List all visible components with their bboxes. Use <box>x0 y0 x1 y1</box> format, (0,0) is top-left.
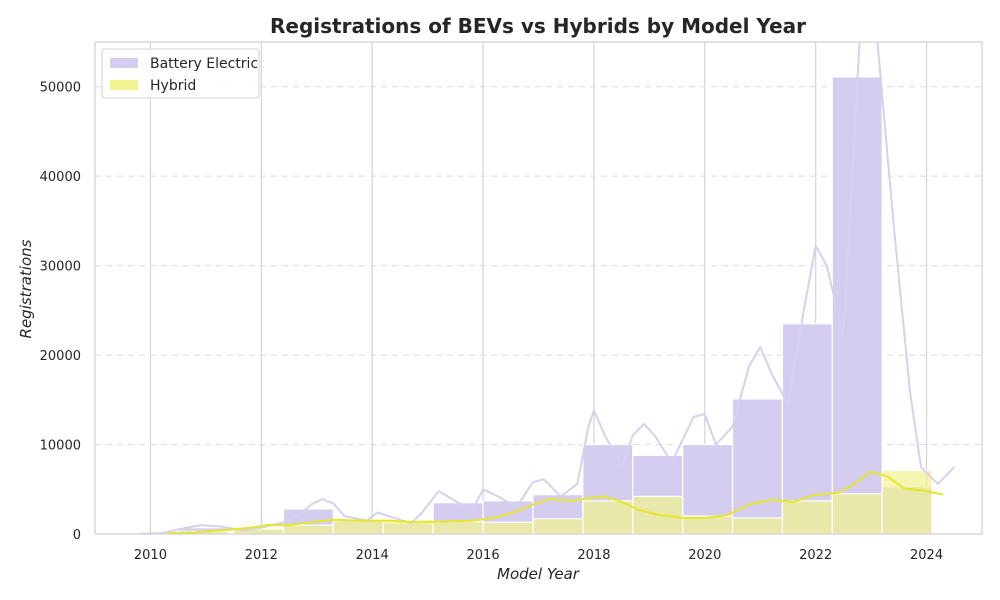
axes: 2010 2012 2014 2016 2018 2020 2022 2024 0 10000 20… <box>40 41 983 563</box>
y-axis-label: Registrations <box>17 239 35 338</box>
legend-box <box>101 48 260 99</box>
bar-hybrid <box>781 500 833 534</box>
plot-frame <box>94 41 983 535</box>
chart-title: Registrations of BEVs vs Hybrids by Mode… <box>270 14 806 38</box>
y-tick-label: 0 <box>73 528 81 543</box>
x-axis-label: Model Year <box>497 565 580 583</box>
y-tick-label: 20000 <box>40 349 81 364</box>
x-tick-label: 2018 <box>577 548 610 563</box>
legend-swatch-hybrid <box>110 80 138 90</box>
bar-hybrid <box>831 493 883 534</box>
kde-lines <box>139 42 956 534</box>
kde-line-hybrid <box>167 470 944 534</box>
kde-line-battery-electric <box>139 42 956 534</box>
bar-hybrid <box>582 500 634 534</box>
x-tick-label: 2020 <box>688 548 721 563</box>
x-tick-label: 2024 <box>910 548 943 563</box>
bar-battery-electric <box>731 398 784 534</box>
x-tick-label: 2010 <box>134 548 167 563</box>
x-tick-label: 2012 <box>245 548 278 563</box>
y-tick-label: 10000 <box>40 439 81 454</box>
legend-label-battery-electric: Battery Electric <box>150 56 258 72</box>
legend-swatch-battery-electric <box>110 58 138 68</box>
legend-label-hybrid: Hybrid <box>150 78 196 94</box>
x-tick-label: 2022 <box>799 548 832 563</box>
bar-battery-electric <box>781 323 833 534</box>
x-tick-label: 2016 <box>467 548 500 563</box>
x-tick-label: 2014 <box>356 548 389 563</box>
y-tick-label: 50000 <box>40 81 81 96</box>
bar-hybrid <box>282 524 334 534</box>
bar-hybrid <box>881 469 933 534</box>
y-tick-label: 30000 <box>40 260 81 275</box>
bar-hybrid <box>482 521 534 534</box>
bar-hybrid <box>731 517 784 534</box>
bar-hybrid <box>332 519 384 534</box>
bar-hybrid <box>432 520 484 534</box>
bar-hybrid <box>532 518 584 534</box>
legend: Battery Electric Hybrid <box>101 48 260 99</box>
y-tick-label: 40000 <box>40 170 81 185</box>
bar-battery-electric <box>831 76 883 534</box>
